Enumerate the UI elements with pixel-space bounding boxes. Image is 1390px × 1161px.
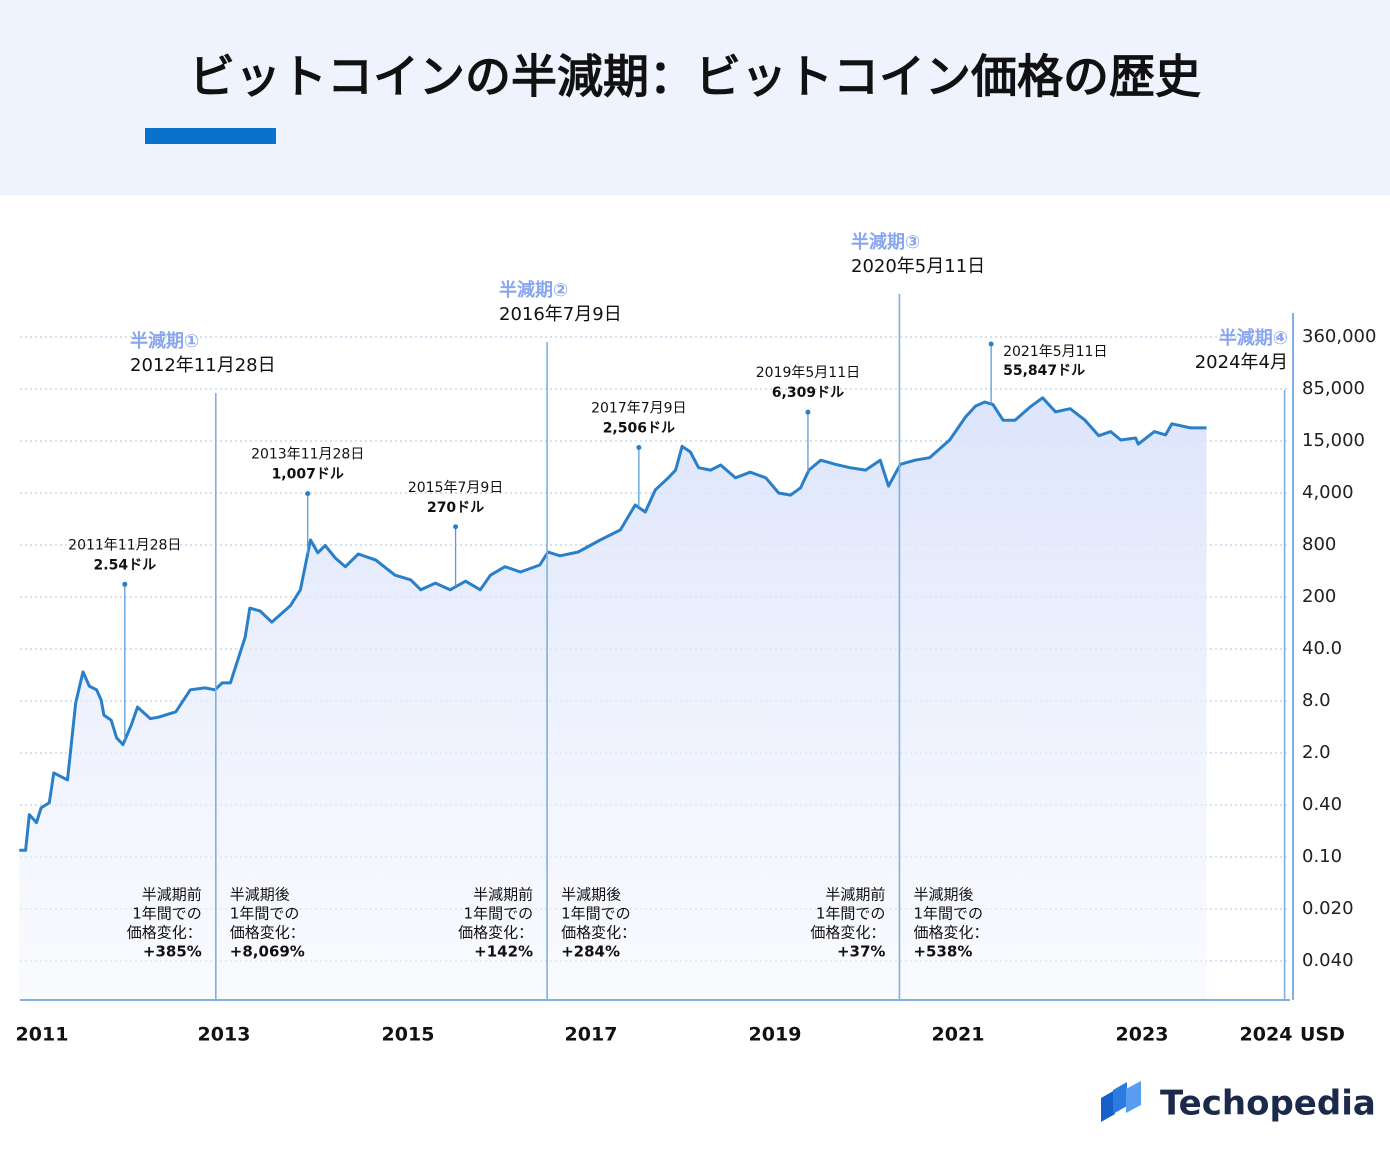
note-text: 1年間での <box>561 905 631 923</box>
price-line <box>19 396 1207 852</box>
annotation-price: 270ドル <box>427 500 484 516</box>
annotation-dot <box>453 524 459 530</box>
y-tick-label: 15,000 <box>1302 430 1365 451</box>
y-tick-label: 0.040 <box>1302 950 1354 971</box>
annotation-dot <box>636 445 642 451</box>
x-tick-label: 2015 <box>382 1024 435 1046</box>
note-text: 半減期後 <box>230 886 290 904</box>
halving-date: 2016年7月9日 <box>499 304 622 325</box>
note-text: 価格変化： <box>458 924 533 942</box>
annotation-date: 2019年5月11日 <box>756 365 860 381</box>
note-text: 半減期前 <box>473 886 533 904</box>
annotation-price: 2,506ドル <box>603 421 675 437</box>
note-text: 価格変化： <box>561 924 636 942</box>
title-underline <box>145 128 276 144</box>
note-text: 価格変化： <box>230 924 305 942</box>
halving-name: 半減期② <box>499 279 568 301</box>
note-change: +385% <box>143 943 202 961</box>
halving-name: 半減期① <box>130 330 199 352</box>
annotation-price: 2.54ドル <box>94 557 157 573</box>
annotation-date: 2017年7月9日 <box>591 401 686 417</box>
note-text: 半減期前 <box>142 886 202 904</box>
annotation-date: 2011年11月28日 <box>68 537 181 553</box>
note-change: +538% <box>913 943 972 961</box>
y-tick-label: 40.0 <box>1302 638 1342 659</box>
y-tick-label: 360,000 <box>1302 326 1376 347</box>
y-tick-label: 8.0 <box>1302 690 1331 711</box>
x-tick-label: 2021 <box>932 1024 985 1046</box>
note-change: +284% <box>561 943 620 961</box>
annotation-price: 1,007ドル <box>272 467 344 483</box>
note-text: 1年間での <box>913 905 983 923</box>
annotation-date: 2021年5月11日 <box>1003 344 1107 360</box>
annotation-dot <box>305 491 311 497</box>
annotation-date: 2015年7月9日 <box>408 480 503 496</box>
y-tick-label: 85,000 <box>1302 378 1365 399</box>
note-text: 1年間での <box>816 905 886 923</box>
y-tick-label: 0.40 <box>1302 794 1342 815</box>
x-tick-label: 2024 <box>1240 1024 1293 1046</box>
y-tick-label: 4,000 <box>1302 482 1354 503</box>
note-text: 1年間での <box>230 905 300 923</box>
note-change: +8,069% <box>230 943 305 961</box>
annotation-price: 55,847ドル <box>1003 363 1085 379</box>
header-bg <box>0 0 1390 195</box>
halving-name: 半減期③ <box>851 231 920 253</box>
halving-date: 2012年11月28日 <box>130 355 276 376</box>
annotation-price: 6,309ドル <box>772 385 844 401</box>
note-change: +37% <box>837 943 885 961</box>
note-text: 半減期後 <box>913 886 973 904</box>
note-text: 半減期後 <box>561 886 621 904</box>
note-text: 1年間での <box>132 905 202 923</box>
y-tick-label: 0.020 <box>1302 898 1354 919</box>
annotation-dot <box>805 409 811 415</box>
title: ビットコインの半減期：ビットコイン価格の歴史 <box>189 50 1201 104</box>
x-tick-label: 2013 <box>198 1024 251 1046</box>
halving-date: 2020年5月11日 <box>851 256 985 277</box>
y-tick-label: 0.10 <box>1302 846 1342 867</box>
halving-name: 半減期④ <box>1219 327 1288 349</box>
note-text: 価格変化： <box>127 924 202 942</box>
annotation-date: 2013年11月28日 <box>251 447 364 463</box>
x-tick-label: 2017 <box>565 1024 618 1046</box>
annotation-dot <box>122 581 128 587</box>
x-tick-label: 2019 <box>749 1024 802 1046</box>
note-text: 価格変化： <box>913 924 988 942</box>
logo-icon <box>1101 1081 1141 1122</box>
y-tick-label: 200 <box>1302 586 1336 607</box>
x-tick-label: 2023 <box>1116 1024 1169 1046</box>
note-text: 1年間での <box>464 905 534 923</box>
y-axis-unit: USD <box>1300 1024 1345 1046</box>
halving-date: 2024年4月 <box>1195 352 1288 373</box>
note-text: 半減期前 <box>825 886 885 904</box>
annotation-dot <box>988 341 994 347</box>
y-tick-label: 2.0 <box>1302 742 1331 763</box>
y-tick-label: 800 <box>1302 534 1336 555</box>
x-tick-label: 2011 <box>16 1024 69 1046</box>
area-fill <box>19 397 1207 1000</box>
note-text: 価格変化： <box>810 924 885 942</box>
note-change: +142% <box>474 943 533 961</box>
brand: Techopedia <box>1160 1084 1376 1124</box>
